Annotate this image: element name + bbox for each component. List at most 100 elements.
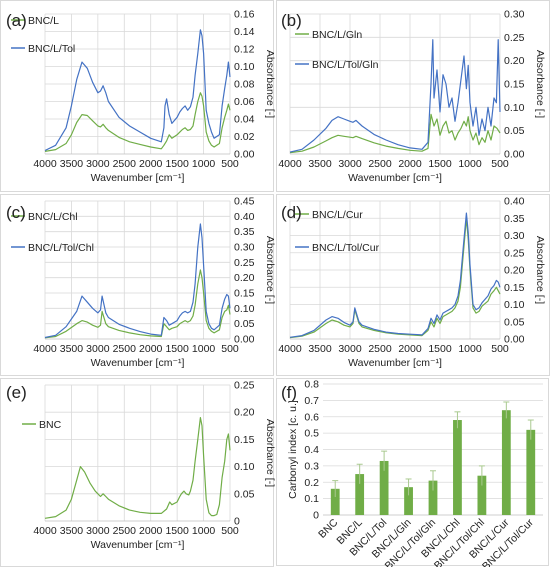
x-tick-label: 3500: [60, 525, 84, 537]
y-tick-label: 0.25: [234, 257, 255, 269]
y-tick-label: 0.40: [234, 211, 255, 223]
y-tick-label: 0.00: [504, 334, 525, 346]
bar: [404, 487, 413, 515]
x-tick-label: 500: [221, 158, 239, 170]
y-tick-label: 0.15: [504, 282, 525, 294]
y-axis-title: Absorbance [-]: [534, 236, 546, 304]
y-tick-label: 0.30: [234, 242, 255, 254]
bar: [355, 474, 365, 515]
y-tick-label: 0.20: [504, 265, 525, 277]
x-tick-label: 4000: [33, 525, 57, 537]
y-tick-label: 0.10: [234, 461, 255, 473]
y-tick-label: 0: [313, 510, 319, 522]
y-tick-label: 0.15: [234, 288, 255, 300]
y-tick-label: 0.5: [304, 428, 319, 440]
legend-label: BNC/L: [28, 15, 59, 27]
y-tick-label: 0.10: [504, 299, 525, 311]
x-tick-label: 3500: [308, 158, 332, 170]
y-axis-title: Absorbance [-]: [264, 50, 276, 118]
y-tick-label: 0.06: [234, 96, 255, 108]
x-axis-title: Wavenumber [cm⁻¹]: [348, 172, 442, 184]
panel-label: (d): [281, 203, 302, 222]
x-tick-label: 2500: [113, 525, 137, 537]
x-axis-title: Wavenumber [cm⁻¹]: [91, 539, 185, 551]
bar: [428, 480, 438, 515]
y-tick-label: 0.25: [504, 247, 525, 259]
panel-label: (b): [281, 11, 302, 30]
x-tick-label: 2000: [139, 343, 163, 355]
y-tick-label: 0.3: [304, 460, 319, 472]
series-line-1: [44, 269, 231, 339]
x-tick-label: 2500: [113, 158, 137, 170]
bar: [330, 488, 340, 515]
x-tick-label: 500: [221, 525, 239, 537]
y-tick-label: 0.45: [234, 196, 255, 208]
legend-label: BNC: [39, 419, 62, 431]
panel-f: 0 0.1 0.2 0.3 0.4 0.5 0.6 0.7 0.8 Carbonyl index …: [276, 378, 549, 567]
series-line-2: [289, 212, 501, 338]
x-tick-label: 3500: [60, 158, 84, 170]
y-tick-label: 0.20: [504, 55, 525, 67]
y-tick-label: 0.6: [304, 411, 319, 423]
panel-frame: [0, 0, 274, 192]
x-axis-title: Wavenumber [cm⁻¹]: [91, 172, 185, 184]
x-tick-label: 4000: [278, 158, 302, 170]
x-tick-label: 3500: [308, 343, 332, 355]
x-tick-label: 4000: [33, 158, 57, 170]
y-tick-label: 0: [234, 516, 240, 528]
y-tick-label: 0.00: [234, 149, 255, 161]
y-tick-label: 0.00: [234, 334, 255, 346]
y-tick-label: 0.20: [234, 272, 255, 284]
x-tick-label: 1500: [428, 158, 452, 170]
x-tick-label: 1000: [192, 525, 216, 537]
x-tick-label: 4000: [278, 343, 302, 355]
x-tick-label: 2500: [368, 343, 392, 355]
legend-label: BNC/L/Tol/Cur: [312, 242, 380, 254]
y-tick-label: 0.16: [234, 9, 255, 21]
x-tick-label: 2000: [398, 158, 422, 170]
legend-label: BNC/L/Tol/Chl: [28, 242, 94, 254]
legend-label: BNC/L/Cur: [312, 209, 363, 221]
y-tick-label: 0.15: [234, 434, 255, 446]
y-tick-label: 0.05: [234, 318, 255, 330]
bar: [526, 429, 536, 515]
x-tick-label: 500: [221, 343, 239, 355]
series-line-2: [44, 29, 231, 152]
y-axis-title: Absorbance [-]: [264, 419, 276, 487]
y-tick-label: 0.05: [504, 316, 525, 328]
x-tick-label: 3000: [86, 158, 110, 170]
panel-frame: [276, 378, 549, 566]
y-tick-label: 0.14: [234, 26, 255, 38]
y-tick-label: 0.05: [234, 488, 255, 500]
y-tick-label: 0.30: [504, 230, 525, 242]
x-tick-label: 1000: [458, 158, 482, 170]
y-axis-title: Absorbance [-]: [264, 236, 276, 304]
x-tick-label: 1000: [458, 343, 482, 355]
panel-label: (e): [6, 383, 27, 402]
y-axis-title: Carbonyl index [c. u.]: [287, 400, 299, 499]
x-tick-label: 2500: [368, 158, 392, 170]
y-tick-label: 0.02: [234, 131, 255, 143]
panel-label: (a): [6, 11, 27, 30]
y-tick-label: 0.08: [234, 79, 255, 91]
y-tick-label: 0.2: [304, 477, 319, 489]
legend-label: BNC/L/Tol/Gln: [312, 59, 379, 71]
x-tick-label: 2000: [398, 343, 422, 355]
y-tick-label: 0.12: [234, 44, 255, 56]
series-line-2: [289, 39, 501, 153]
y-tick-label: 0.40: [504, 196, 525, 208]
y-tick-label: 0.10: [504, 102, 525, 114]
legend-label: BNC/L/Chl: [28, 211, 78, 223]
legend-label: BNC/L/Gln: [312, 29, 362, 41]
x-tick-label: 3000: [86, 343, 110, 355]
x-tick-label: 500: [491, 158, 509, 170]
y-tick-label: 0.20: [234, 407, 255, 419]
y-tick-label: 0.10: [234, 61, 255, 73]
series-line-1: [289, 113, 501, 154]
